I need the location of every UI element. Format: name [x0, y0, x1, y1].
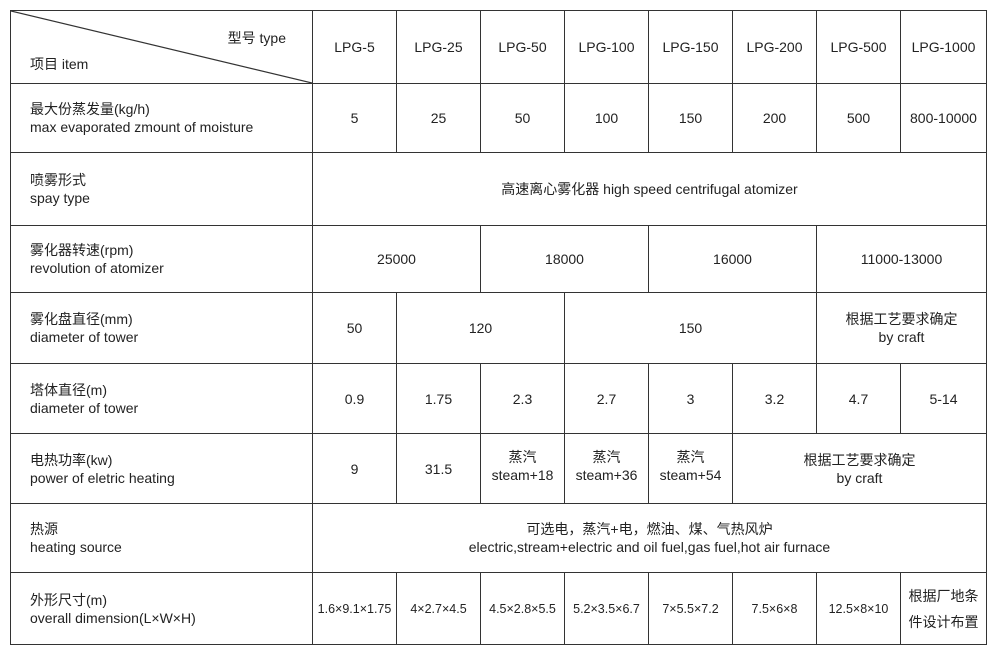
craft-en: by craft [836, 469, 883, 486]
cell: 蒸汽 steam+54 [648, 433, 733, 504]
steam-en: steam+36 [575, 467, 638, 483]
cell: 蒸汽 steam+36 [564, 433, 649, 504]
cell: 25000 [312, 225, 481, 293]
type-label: 型号 type [227, 30, 286, 46]
cell: 150 [648, 83, 733, 153]
label-cn: 电热功率(kw) [30, 451, 113, 468]
label-cn: 塔体直径(m) [30, 381, 107, 398]
spec-table: 型号 type 项目 item LPG-5 LPG-25 LPG-50 LPG-… [10, 10, 987, 645]
craft-en: by craft [878, 329, 925, 345]
source-cn: 可选电，蒸汽+电，燃油、煤、气热风炉 [526, 521, 773, 537]
cell: 3 [648, 363, 733, 434]
cell: 120 [396, 292, 565, 364]
cell: 200 [732, 83, 817, 153]
cell: 根据厂地条件设计布置 [900, 572, 987, 645]
steam-cn: 蒸汽 [592, 449, 621, 465]
cell: 50 [312, 292, 397, 364]
label-cn: 外形尺寸(m) [30, 591, 107, 608]
steam-en: steam+54 [659, 467, 722, 483]
model-header: LPG-1000 [900, 10, 987, 84]
cell: 3.2 [732, 363, 817, 434]
row-label: 外形尺寸(m) overall dimension(L×W×H) [10, 572, 313, 645]
row-disc-diameter: 雾化盘直径(mm) diameter of tower 50 120 150 根据… [10, 292, 987, 364]
label-en: overall dimension(L×W×H) [30, 609, 196, 626]
cell: 50 [480, 83, 565, 153]
cell: 150 [564, 292, 817, 364]
cell: 18000 [480, 225, 649, 293]
cell: 2.7 [564, 363, 649, 434]
steam-cn: 蒸汽 [508, 449, 537, 465]
label-en: max evaporated zmount of moisture [30, 119, 254, 135]
cell: 800-10000 [900, 83, 987, 153]
cell: 5 [312, 83, 397, 153]
row-label: 塔体直径(m) diameter of tower [10, 363, 313, 434]
cell: 7.5×6×8 [732, 572, 817, 645]
cell: 31.5 [396, 433, 481, 504]
cell: 500 [816, 83, 901, 153]
row-evaporation: 最大份蒸发量(kg/h) max evaporated zmount of moi… [10, 83, 987, 153]
cell: 可选电，蒸汽+电，燃油、煤、气热风炉 electric,stream+electr… [312, 503, 987, 573]
source-en: electric,stream+electric and oil fuel,ga… [468, 539, 831, 555]
diagonal-divider [11, 11, 312, 83]
row-label: 雾化盘直径(mm) diameter of tower [10, 292, 313, 364]
row-label: 最大份蒸发量(kg/h) max evaporated zmount of moi… [10, 83, 313, 153]
cell: 7×5.5×7.2 [648, 572, 733, 645]
cell: 0.9 [312, 363, 397, 434]
header-row: 型号 type 项目 item LPG-5 LPG-25 LPG-50 LPG-… [10, 10, 987, 84]
label-cn: 雾化盘直径(mm) [30, 311, 133, 327]
label-en: diameter of tower [30, 329, 139, 345]
cell: 根据工艺要求确定 by craft [816, 292, 987, 364]
row-atomizer-speed: 雾化器转速(rpm) revolution of atomizer 25000 1… [10, 225, 987, 293]
model-header: LPG-150 [648, 10, 733, 84]
cell: 1.75 [396, 363, 481, 434]
row-label: 热源 heating source [10, 503, 313, 573]
cell: 12.5×8×10 [816, 572, 901, 645]
cell: 25 [396, 83, 481, 153]
label-cn: 最大份蒸发量(kg/h) [30, 101, 150, 117]
cell: 根据工艺要求确定 by craft [732, 433, 987, 504]
row-dimension: 外形尺寸(m) overall dimension(L×W×H) 1.6×9.1×… [10, 572, 987, 645]
label-cn: 热源 [30, 521, 58, 537]
row-label: 雾化器转速(rpm) revolution of atomizer [10, 225, 313, 293]
label-en: spay type [30, 190, 90, 206]
row-label: 电热功率(kw) power of eletric heating [10, 433, 313, 504]
row-spray-type: 喷雾形式 spay type 高速离心雾化器 high speed centrif… [10, 152, 987, 226]
cell: 4×2.7×4.5 [396, 572, 481, 645]
steam-cn: 蒸汽 [676, 449, 705, 465]
label-cn: 喷雾形式 [30, 172, 86, 188]
cell: 2.3 [480, 363, 565, 434]
label-en: heating source [30, 539, 122, 555]
label-cn: 雾化器转速(rpm) [30, 242, 134, 258]
model-header: LPG-100 [564, 10, 649, 84]
craft-cn: 根据工艺要求确定 [845, 311, 958, 327]
label-en: power of eletric heating [30, 469, 175, 486]
row-heating-source: 热源 heating source 可选电，蒸汽+电，燃油、煤、气热风炉 elect… [10, 503, 987, 573]
cell: 100 [564, 83, 649, 153]
model-header: LPG-50 [480, 10, 565, 84]
corner-header: 型号 type 项目 item [10, 10, 313, 84]
craft-cn: 根据工艺要求确定 [803, 451, 916, 468]
label-en: revolution of atomizer [30, 260, 164, 276]
model-header: LPG-200 [732, 10, 817, 84]
row-heating-power: 电热功率(kw) power of eletric heating 9 31.5 … [10, 433, 987, 504]
steam-en: steam+18 [491, 467, 554, 483]
cell: 4.5×2.8×5.5 [480, 572, 565, 645]
row-label: 喷雾形式 spay type [10, 152, 313, 226]
cell: 4.7 [816, 363, 901, 434]
cell: 蒸汽 steam+18 [480, 433, 565, 504]
cell: 高速离心雾化器 high speed centrifugal atomizer [312, 152, 987, 226]
cell: 16000 [648, 225, 817, 293]
cell: 9 [312, 433, 397, 504]
cell: 1.6×9.1×1.75 [312, 572, 397, 645]
label-en: diameter of tower [30, 399, 139, 416]
model-header: LPG-5 [312, 10, 397, 84]
row-tower-diameter: 塔体直径(m) diameter of tower 0.9 1.75 2.3 2.… [10, 363, 987, 434]
cell: 11000-13000 [816, 225, 987, 293]
model-header: LPG-25 [396, 10, 481, 84]
model-header: LPG-500 [816, 10, 901, 84]
item-label: 项目 item [30, 56, 89, 72]
cell: 5.2×3.5×6.7 [564, 572, 649, 645]
cell: 5-14 [900, 363, 987, 434]
